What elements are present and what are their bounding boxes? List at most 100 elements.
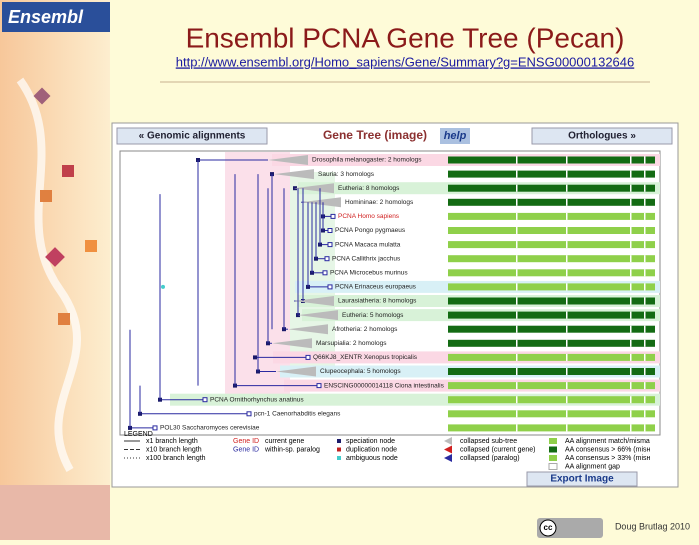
decor (33, 87, 51, 105)
align-gap (644, 170, 646, 178)
legend-text: collapsed (current gene) (460, 446, 536, 453)
leaf-label: Q66KJ8_XENTR Xenopus tropicalis (313, 354, 418, 361)
collapsed (288, 324, 328, 335)
leaf (305, 354, 311, 360)
export[interactable]: Export Image (550, 474, 614, 485)
nav-left[interactable]: « Genomic alignments (139, 131, 246, 142)
align-gap (566, 410, 568, 418)
align-gap (644, 297, 646, 305)
leaf-label: Marsupialia: 2 homologs (316, 340, 387, 347)
nav-tab[interactable] (531, 127, 673, 145)
align-gap (516, 410, 518, 418)
align-gap (644, 198, 646, 206)
align-gap (644, 396, 646, 404)
align-gap (566, 255, 568, 263)
legend-node (337, 456, 341, 460)
collapsed (272, 338, 312, 349)
leaf (324, 256, 330, 262)
align-gap (566, 198, 568, 206)
align-gap (630, 283, 632, 291)
alignment (448, 339, 655, 347)
nav-center: Gene Tree (image) (323, 128, 427, 142)
alignment (448, 396, 655, 404)
alignment (448, 170, 655, 178)
side-strip (0, 0, 110, 540)
logo: Ensembl (8, 7, 84, 27)
leaf-label: PCNA Homo sapiens (338, 213, 400, 220)
collapsed (268, 155, 308, 165)
legend-swatch (549, 455, 557, 461)
legend-id: Gene ID (233, 446, 259, 453)
align-gap (630, 339, 632, 347)
leaf (327, 242, 333, 248)
align-gap (630, 170, 632, 178)
cc-icon (539, 519, 557, 537)
align-gap (630, 410, 632, 418)
legend-text: x10 branch length (146, 446, 202, 453)
alignment (448, 424, 655, 432)
leaf-label: PCNA Macaca mulatta (335, 241, 401, 248)
align-gap (566, 311, 568, 319)
help[interactable]: help (444, 130, 467, 142)
align-gap (630, 156, 632, 164)
align-gap (630, 184, 632, 192)
align-gap (630, 311, 632, 319)
align-gap (644, 353, 646, 361)
nav-right[interactable]: Orthologues » (568, 131, 636, 142)
collapsed (294, 183, 334, 194)
legend-node (337, 447, 341, 452)
align-gap (644, 255, 646, 263)
align-gap (566, 227, 568, 234)
leaf-label: PCNA Callithrix jacchus (332, 255, 401, 262)
align-gap (644, 424, 646, 432)
leaf-label: PCNA Erinaceus europaeus (335, 284, 417, 291)
legend-text: AA consensus > 33% (misн (565, 455, 651, 462)
leaf (330, 213, 336, 219)
decor (16, 77, 81, 472)
help-box[interactable] (440, 128, 470, 144)
leaf-label: pcn-1 Caenorhabditis elegans (254, 411, 341, 418)
leaf-label: PCNA Pongo pygmaeus (335, 227, 406, 234)
alignment (448, 382, 655, 390)
leaf-label: ENSCING00000014118 Ciona intestinalis (324, 382, 445, 389)
decor (85, 240, 97, 252)
align-gap (644, 184, 646, 192)
leaf (202, 397, 208, 403)
align-gap (516, 368, 518, 375)
tree: Drosophila melanogaster: 2 homologs Sauri… (128, 154, 660, 432)
align-gap (566, 353, 568, 361)
alignment (448, 297, 655, 305)
leaf-label: Laurasiatheria: 8 homologs (338, 298, 417, 305)
align-gap (566, 212, 568, 220)
decor (0, 485, 110, 540)
decor (62, 165, 74, 177)
url[interactable]: http://www.ensembl.org/Homo_sapiens/Gene… (176, 54, 635, 69)
leaf (316, 383, 322, 389)
align-gap (644, 339, 646, 347)
align-gap (644, 212, 646, 220)
legend-node (337, 439, 341, 443)
nav-tab[interactable] (116, 127, 268, 145)
legend-text: x100 branch length (146, 455, 206, 462)
collapsed (301, 197, 341, 208)
leaf (152, 425, 158, 431)
legend-swatch (548, 463, 558, 470)
alignment (448, 184, 655, 192)
align-gap (644, 368, 646, 375)
node (161, 284, 165, 289)
alignment (448, 212, 655, 220)
align-gap (566, 339, 568, 347)
legend-collapsed (444, 437, 452, 445)
alignment (448, 255, 655, 263)
align-gap (566, 396, 568, 404)
leaf-label: Sauria: 3 homologs (318, 171, 375, 178)
align-gap (630, 241, 632, 249)
align-gap (516, 241, 518, 249)
alignment (448, 156, 655, 164)
align-gap (566, 283, 568, 291)
align-gap (516, 198, 518, 206)
export-button[interactable] (526, 471, 638, 487)
align-gap (516, 212, 518, 220)
